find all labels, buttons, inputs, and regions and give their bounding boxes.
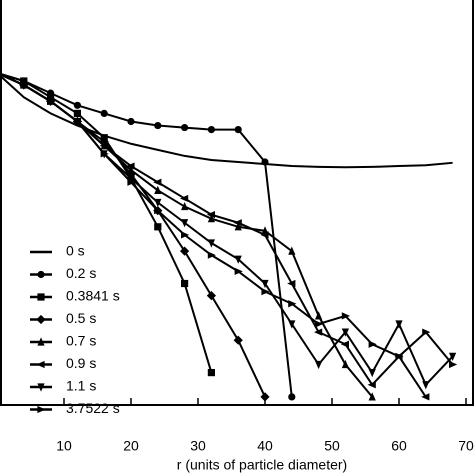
x-tick-label: 70 <box>458 438 474 454</box>
data-point <box>206 291 216 301</box>
data-point <box>154 198 162 208</box>
legend-marker <box>37 383 45 392</box>
data-point <box>180 194 189 203</box>
legend-marker <box>37 293 45 301</box>
data-point <box>181 219 189 228</box>
data-point <box>180 246 190 256</box>
legend-label: 0.7 s <box>66 333 96 349</box>
data-point <box>233 219 242 227</box>
data-point <box>154 121 162 130</box>
data-point <box>154 223 162 231</box>
data-point <box>153 178 162 186</box>
data-point <box>47 97 56 105</box>
data-point <box>341 359 349 369</box>
data-point <box>368 369 376 378</box>
legend-label: 0.5 s <box>66 310 96 326</box>
data-point <box>127 165 135 174</box>
legend-marker <box>37 405 46 414</box>
data-point <box>100 150 109 158</box>
data-point <box>340 340 349 348</box>
legend-label: 0 s <box>66 243 85 259</box>
data-point <box>287 279 296 288</box>
data-point <box>261 158 269 166</box>
data-point <box>234 222 242 231</box>
data-point <box>368 392 376 401</box>
legend-label: 0.2 s <box>66 265 96 281</box>
x-tick-label: 30 <box>190 438 206 454</box>
data-point <box>0 72 2 74</box>
data-point <box>207 214 215 223</box>
data-point <box>234 255 242 264</box>
data-point <box>341 312 350 320</box>
data-point <box>367 381 376 389</box>
legend-label: 0.9 s <box>66 355 96 371</box>
data-point <box>288 246 296 255</box>
data-point <box>315 360 323 370</box>
data-point <box>207 251 216 259</box>
data-point <box>154 185 162 194</box>
series-line <box>0 73 454 366</box>
data-point <box>260 392 270 402</box>
data-point <box>395 320 403 329</box>
x-axis-label: r (units of particle diameter) <box>177 457 347 473</box>
data-point <box>73 101 81 109</box>
data-point <box>181 201 189 211</box>
data-point <box>127 174 135 183</box>
data-point <box>99 142 108 150</box>
data-point <box>315 320 324 328</box>
data-point <box>181 123 189 132</box>
series-line <box>0 73 427 398</box>
data-point <box>73 117 82 126</box>
data-point <box>127 117 135 126</box>
data-point <box>421 393 430 401</box>
data-point <box>449 360 458 369</box>
legend-marker <box>36 314 46 325</box>
series-line <box>0 72 213 373</box>
x-tick-label: 10 <box>56 438 72 454</box>
data-point <box>234 126 242 134</box>
data-point <box>234 267 243 275</box>
data-point <box>288 393 296 401</box>
legend-marker <box>37 270 45 279</box>
data-point <box>422 381 430 390</box>
legend-label: 1.1 s <box>66 378 96 394</box>
data-point <box>288 300 297 308</box>
data-point <box>207 369 215 377</box>
series-line <box>0 74 453 169</box>
data-point <box>0 69 1 71</box>
x-tick-label: 60 <box>391 438 407 454</box>
data-point <box>126 162 135 170</box>
series-line <box>0 72 293 398</box>
data-point <box>233 335 243 345</box>
data-point <box>100 109 108 117</box>
data-point <box>368 340 377 348</box>
data-point <box>206 211 215 219</box>
data-point <box>449 352 457 361</box>
x-tick-label: 20 <box>123 438 139 454</box>
legend-marker <box>37 337 45 346</box>
x-tick-label: 50 <box>324 438 340 454</box>
data-point <box>181 231 190 239</box>
data-point <box>207 239 215 248</box>
data-point <box>207 126 215 134</box>
data-point <box>314 328 323 336</box>
data-point <box>422 328 431 336</box>
legend-marker <box>36 360 45 369</box>
data-point <box>154 207 163 215</box>
data-point <box>261 288 270 296</box>
data-point <box>181 279 189 288</box>
data-point <box>395 352 404 360</box>
data-point <box>261 279 269 289</box>
data-point <box>341 328 349 337</box>
data-point <box>127 178 136 186</box>
data-point <box>73 109 81 117</box>
data-point <box>315 311 323 320</box>
legend-label: 0.3841 s <box>66 288 120 304</box>
data-point <box>288 320 296 329</box>
x-tick-label: 40 <box>257 438 273 454</box>
data-point <box>20 81 29 89</box>
legend-label: 3.7522 s <box>66 400 120 416</box>
data-point <box>260 231 269 239</box>
